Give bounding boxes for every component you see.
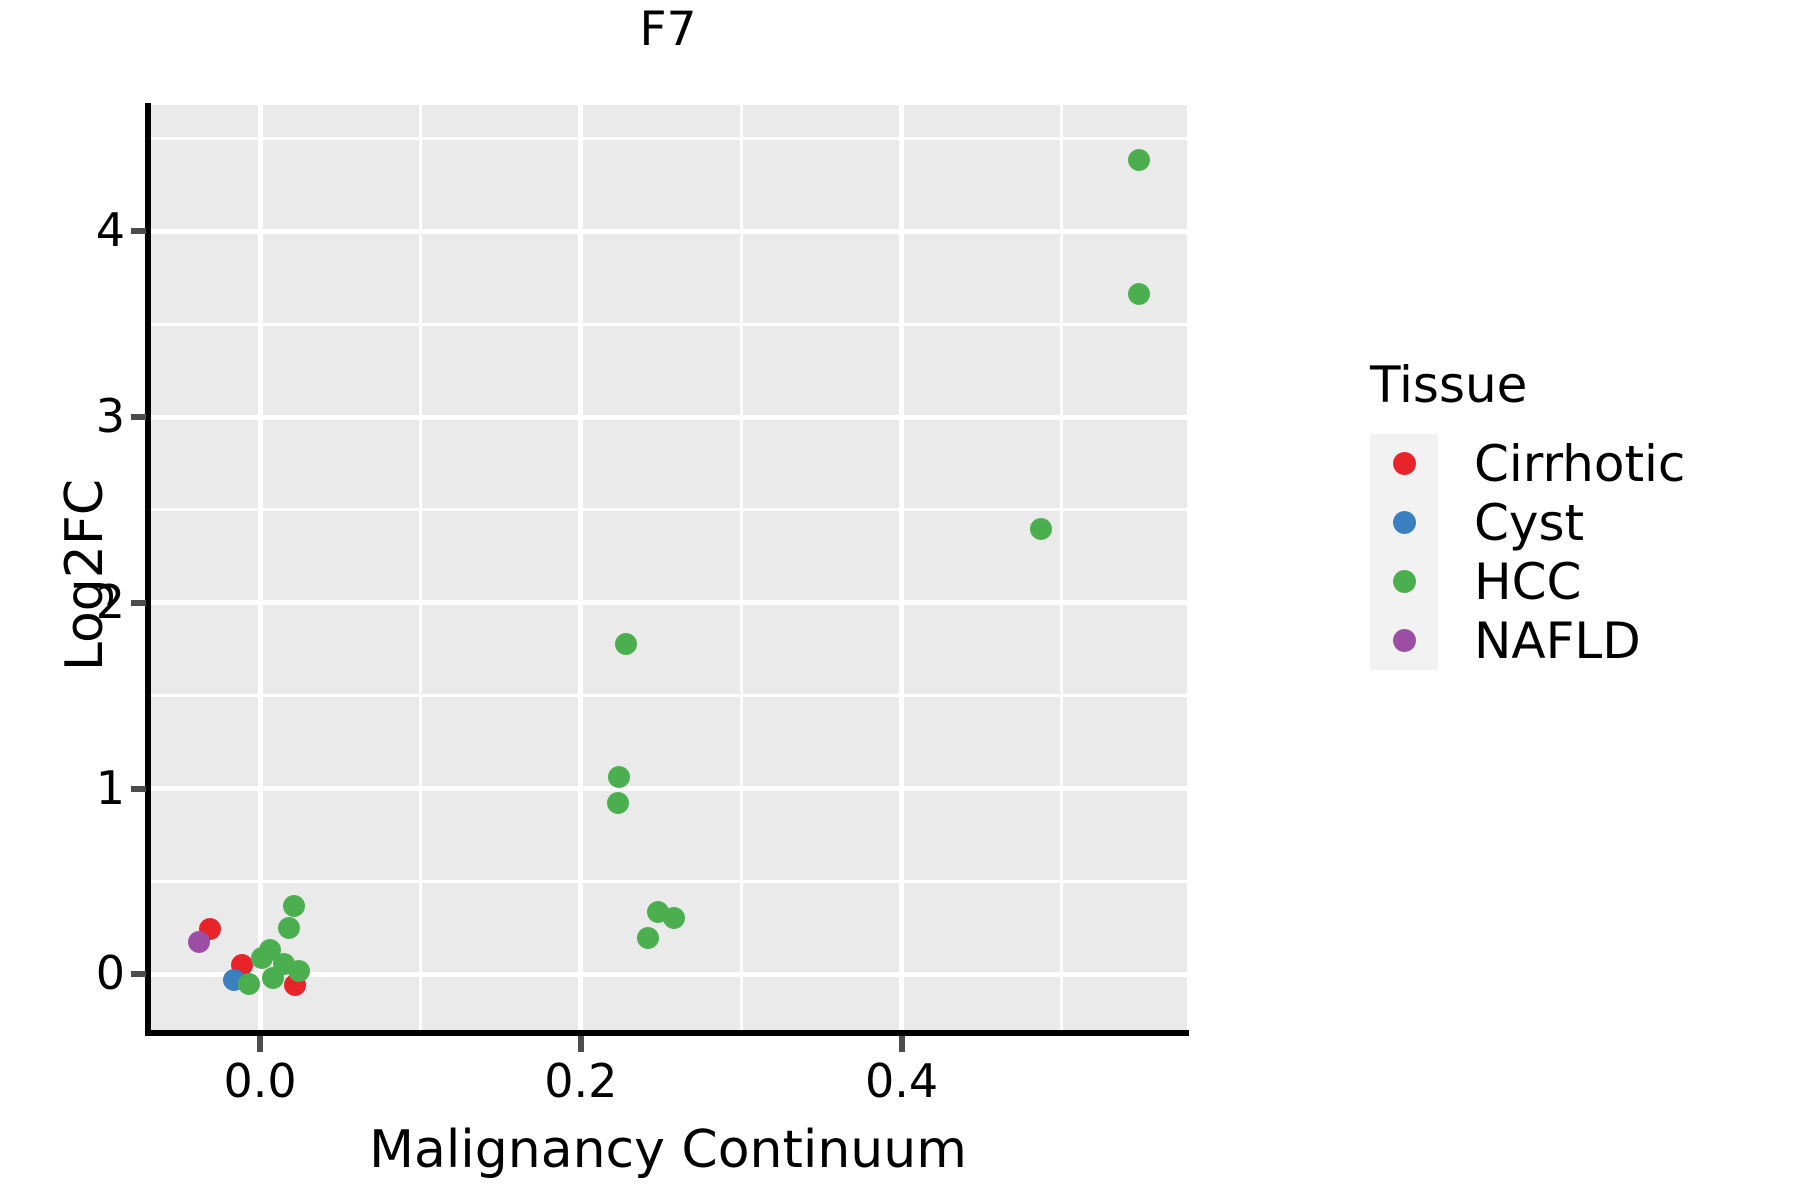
legend-item-label: NAFLD xyxy=(1474,611,1641,670)
gridline-major-horizontal xyxy=(151,600,1187,606)
gridline-minor-vertical xyxy=(739,105,743,1030)
x-tick-label: 0.4 xyxy=(864,1054,939,1108)
data-point-hcc xyxy=(287,960,310,983)
y-tick-mark xyxy=(131,414,146,421)
y-tick-label: 3 xyxy=(95,389,125,444)
y-axis-label: Log2FC xyxy=(55,478,115,672)
gridline-minor-horizontal xyxy=(151,694,1187,698)
gridline-major-horizontal xyxy=(151,971,1187,977)
y-tick-mark xyxy=(131,785,146,792)
gridline-minor-horizontal xyxy=(151,879,1187,883)
gridline-major-horizontal xyxy=(151,786,1187,792)
page-title: F7 xyxy=(639,2,697,57)
x-tick-mark xyxy=(577,1036,584,1052)
y-tick-label: 0 xyxy=(95,946,125,1001)
gridline-minor-vertical xyxy=(1060,105,1064,1030)
x-axis-label: Malignancy Continuum xyxy=(369,1120,967,1180)
x-axis-line xyxy=(145,1030,1189,1036)
legend-item-cyst[interactable]: Cyst xyxy=(1370,493,1790,552)
circle-icon xyxy=(1392,511,1416,534)
gridline-major-vertical xyxy=(578,105,584,1030)
circle-icon xyxy=(1392,570,1416,593)
legend-items: Cirrhotic Cyst HCC NAFLD xyxy=(1370,434,1790,670)
data-point-hcc xyxy=(606,792,629,815)
data-point-hcc xyxy=(1127,282,1150,305)
data-point-hcc xyxy=(282,894,305,917)
data-point-hcc xyxy=(277,916,300,939)
data-point-nafld xyxy=(188,930,211,953)
x-tick-mark xyxy=(898,1036,905,1052)
data-point-hcc xyxy=(637,927,660,950)
gridline-major-vertical xyxy=(899,105,905,1030)
data-point-hcc xyxy=(237,973,260,996)
x-tick-label: 0.2 xyxy=(544,1054,618,1108)
legend-item-hcc[interactable]: HCC xyxy=(1370,552,1790,611)
legend-item-label: Cyst xyxy=(1474,493,1585,552)
y-tick-mark xyxy=(131,599,146,606)
data-point-hcc xyxy=(1030,518,1053,541)
data-point-hcc xyxy=(1127,148,1150,171)
gridline-major-vertical xyxy=(257,105,263,1030)
legend-swatch-wrapper xyxy=(1370,611,1438,670)
data-point-hcc xyxy=(662,906,685,929)
legend-swatch-wrapper xyxy=(1370,434,1438,493)
legend: Tissue Cirrhotic Cyst HCC NAFLD xyxy=(1370,360,1790,670)
legend-item-label: HCC xyxy=(1474,552,1582,611)
y-tick-label: 2 xyxy=(95,574,125,629)
y-axis-line xyxy=(145,103,151,1032)
x-tick-label: 0.0 xyxy=(223,1054,297,1108)
legend-swatch-wrapper xyxy=(1370,493,1438,552)
y-tick-label: 1 xyxy=(95,760,125,815)
gridline-minor-horizontal xyxy=(151,136,1187,140)
legend-item-nafld[interactable]: NAFLD xyxy=(1370,611,1790,670)
gridline-minor-horizontal xyxy=(151,322,1187,326)
circle-icon xyxy=(1392,629,1416,652)
data-point-hcc xyxy=(261,966,284,989)
legend-swatch-wrapper xyxy=(1370,552,1438,611)
gridline-major-horizontal xyxy=(151,414,1187,420)
legend-title: Tissue xyxy=(1370,356,1528,414)
x-tick-mark xyxy=(257,1036,264,1052)
y-tick-mark xyxy=(131,228,146,235)
plot-panel xyxy=(151,105,1187,1030)
y-tick-mark xyxy=(131,971,146,978)
gridline-minor-vertical xyxy=(418,105,422,1030)
circle-icon xyxy=(1392,452,1416,475)
data-point-hcc xyxy=(614,632,637,655)
legend-item-label: Cirrhotic xyxy=(1474,434,1686,493)
y-tick-label: 4 xyxy=(95,203,125,258)
legend-item-cirrhotic[interactable]: Cirrhotic xyxy=(1370,434,1790,493)
gridline-major-horizontal xyxy=(151,228,1187,234)
data-point-hcc xyxy=(608,766,631,789)
gridline-minor-horizontal xyxy=(151,508,1187,512)
data-point-hcc xyxy=(250,946,273,969)
